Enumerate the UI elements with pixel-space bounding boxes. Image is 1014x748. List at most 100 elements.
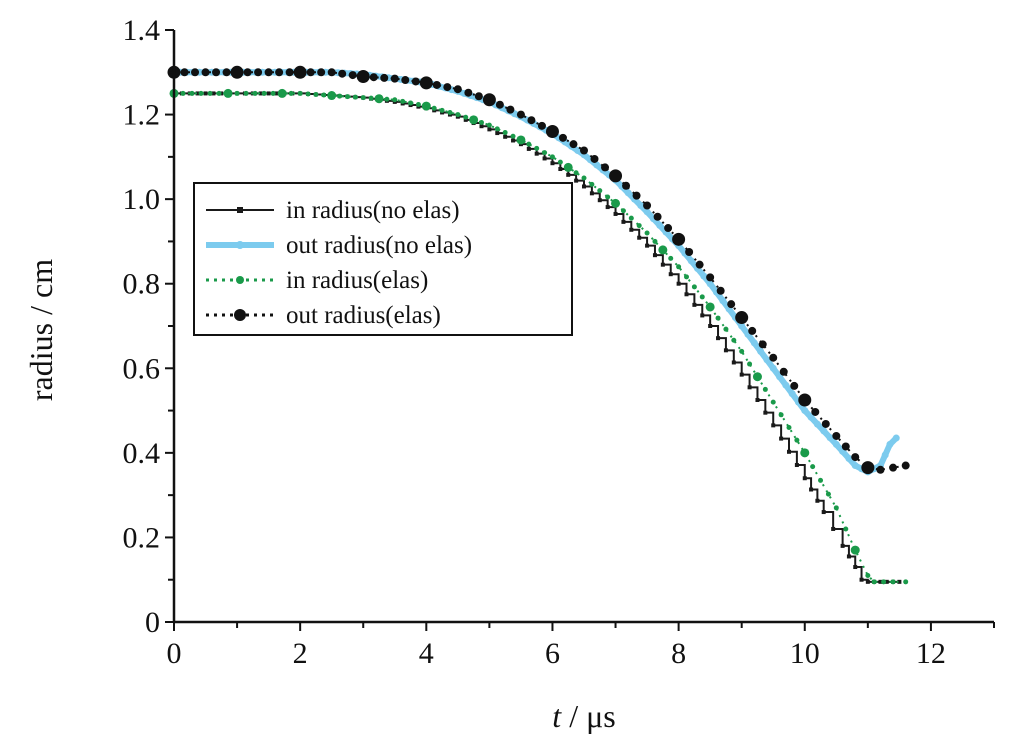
series-marker <box>589 191 594 196</box>
y-tick-label: 1.2 <box>123 99 161 132</box>
series-marker <box>794 437 800 443</box>
series-marker <box>189 90 195 96</box>
series-marker <box>222 68 231 77</box>
axes: 0 2 4 6 8 10 12 0 0.2 0.4 0.6 0.8 1.0 1.2 1.4 <box>123 14 995 670</box>
legend-label: out radius(elas) <box>286 302 441 329</box>
series-marker <box>288 90 294 96</box>
series-marker <box>810 464 816 470</box>
y-tick-label: 0 <box>145 606 160 639</box>
series-marker <box>306 68 315 77</box>
y-tick-label: 1.0 <box>123 183 161 216</box>
series-marker <box>727 300 736 309</box>
series-marker <box>676 281 681 286</box>
series-marker <box>699 294 705 300</box>
series-marker <box>831 526 836 531</box>
series-marker <box>297 90 303 96</box>
series-marker <box>453 85 462 94</box>
series-marker <box>390 74 399 83</box>
series-marker <box>637 235 642 240</box>
series-marker <box>708 324 713 328</box>
series-marker <box>195 91 200 96</box>
series-marker <box>652 238 658 244</box>
series-0 <box>172 91 902 584</box>
series-marker <box>890 579 896 585</box>
series-marker <box>526 146 531 151</box>
series-marker <box>755 398 760 402</box>
series-marker <box>668 272 673 277</box>
series-marker <box>305 91 311 97</box>
series-marker <box>687 257 695 265</box>
series-marker <box>275 68 284 77</box>
series-marker <box>264 68 273 77</box>
series-marker <box>833 505 839 511</box>
series-marker <box>841 442 850 451</box>
series-marker <box>510 133 516 139</box>
series-marker <box>537 121 546 130</box>
series-marker <box>840 543 845 548</box>
series-marker <box>735 311 749 325</box>
series-marker <box>629 227 634 232</box>
series-marker <box>506 105 515 114</box>
series-marker <box>644 230 650 236</box>
series-marker <box>865 572 871 578</box>
series-marker <box>901 461 910 470</box>
series-marker <box>400 98 406 104</box>
series-marker <box>851 453 860 462</box>
series-marker <box>479 120 484 125</box>
series-marker <box>180 90 186 96</box>
series-marker <box>779 367 788 376</box>
legend-item-1: out radius(no elas) <box>206 232 472 259</box>
series-marker <box>549 154 555 160</box>
series-3 <box>167 65 910 475</box>
y-tick-label: 0.6 <box>123 352 161 385</box>
series-marker <box>611 198 621 208</box>
series-marker <box>432 80 441 89</box>
series-marker <box>563 162 573 172</box>
series-marker <box>369 73 378 82</box>
series-marker <box>534 145 540 151</box>
series-marker <box>593 161 601 169</box>
series-line <box>174 92 900 583</box>
series-marker <box>392 97 398 103</box>
series-marker <box>191 68 200 77</box>
legend-marker <box>237 207 243 213</box>
series-marker <box>380 73 389 82</box>
y-axis-title: radius / cm <box>23 259 59 401</box>
series-marker <box>550 161 555 166</box>
series-marker <box>534 151 539 156</box>
series-marker <box>656 221 664 229</box>
series-marker <box>813 420 821 428</box>
series-marker <box>494 126 500 132</box>
series-marker <box>851 462 859 470</box>
series-marker <box>516 110 525 119</box>
series-marker <box>589 181 595 187</box>
series-marker <box>573 170 579 176</box>
series-marker <box>632 191 641 200</box>
series-marker <box>252 90 258 96</box>
series-marker <box>778 412 784 418</box>
x-tick-label: 8 <box>671 637 686 670</box>
series-marker <box>516 135 526 145</box>
series-marker <box>811 407 820 416</box>
series-marker <box>469 115 479 125</box>
series-marker <box>747 385 752 390</box>
series-marker <box>620 208 626 214</box>
series-marker <box>776 373 784 381</box>
series-marker <box>621 219 626 224</box>
series-marker <box>692 302 697 307</box>
series-marker <box>356 70 370 84</box>
series-marker <box>368 95 374 101</box>
series-marker <box>705 302 715 312</box>
series-marker <box>211 91 216 96</box>
series-marker <box>723 348 728 353</box>
series-marker <box>886 440 894 448</box>
series-marker <box>569 140 578 149</box>
series-marker <box>212 68 221 77</box>
series-marker <box>771 423 776 428</box>
series-marker <box>482 93 496 107</box>
x-tick-label: 12 <box>916 637 946 670</box>
series-marker <box>684 274 689 280</box>
series-marker <box>757 347 765 355</box>
series-marker <box>293 65 307 79</box>
y-tick-label: 0.2 <box>123 521 161 554</box>
